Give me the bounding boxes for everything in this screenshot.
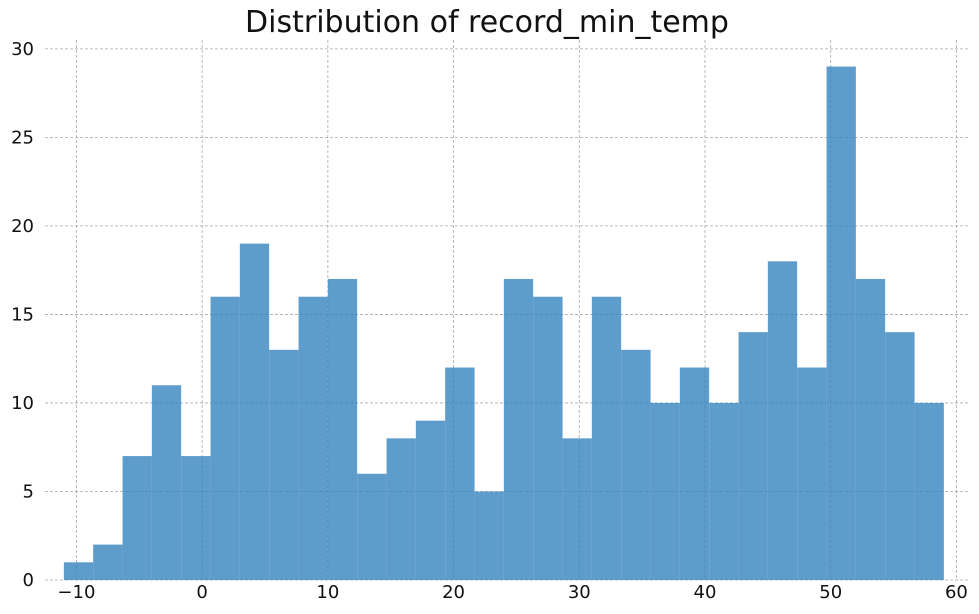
histogram-bar xyxy=(709,402,739,580)
histogram-bar xyxy=(797,367,827,580)
y-tick-label: 25 xyxy=(11,127,34,148)
histogram-bar xyxy=(767,261,798,580)
chart-title: Distribution of record_min_temp xyxy=(245,5,729,40)
histogram-bar xyxy=(327,279,358,580)
histogram-bar xyxy=(679,367,710,580)
histogram-bar xyxy=(826,66,856,581)
histogram-bar xyxy=(386,438,416,580)
x-tick-label: 60 xyxy=(945,582,968,603)
histogram-bar xyxy=(63,562,94,580)
y-tick-label: 0 xyxy=(23,570,34,591)
histogram-bar xyxy=(93,544,123,580)
histogram-bar xyxy=(855,279,886,580)
x-tick-label: −10 xyxy=(57,582,95,603)
y-tick-label: 30 xyxy=(11,39,34,60)
histogram-bar xyxy=(562,438,592,580)
histogram-bar xyxy=(122,456,152,580)
y-tick-label: 10 xyxy=(11,393,34,414)
histogram-bar xyxy=(650,402,680,580)
y-tick-layer: 0 5 10 15 20 25 30 xyxy=(11,39,34,591)
histogram-bar xyxy=(474,491,504,580)
histogram-bar xyxy=(415,420,446,580)
x-tick-layer: −10 0 10 20 30 40 50 60 xyxy=(57,582,967,603)
histogram-bar xyxy=(151,385,182,580)
histogram-bar xyxy=(914,402,944,580)
histogram-bar xyxy=(885,332,915,580)
x-tick-label: 40 xyxy=(694,582,717,603)
histogram-bar xyxy=(738,332,768,580)
x-tick-label: 10 xyxy=(316,582,339,603)
histogram-bar xyxy=(533,296,563,580)
histogram-bar xyxy=(503,279,534,580)
x-tick-label: 50 xyxy=(819,582,842,603)
histogram-bar xyxy=(210,296,240,580)
y-tick-label: 5 xyxy=(23,481,34,502)
histogram-bar xyxy=(181,456,211,580)
histogram-bar xyxy=(445,367,475,580)
histogram-bar xyxy=(357,473,387,580)
x-tick-label: 20 xyxy=(442,582,465,603)
histogram-bar xyxy=(239,243,270,580)
y-tick-label: 15 xyxy=(11,304,34,325)
histogram-bar xyxy=(298,296,328,580)
x-tick-label: 0 xyxy=(196,582,207,603)
bar-layer xyxy=(63,66,944,581)
y-tick-label: 20 xyxy=(11,216,34,237)
x-tick-label: 30 xyxy=(568,582,591,603)
histogram-bar xyxy=(591,296,622,580)
histogram-bar xyxy=(621,349,651,580)
histogram-bar xyxy=(269,349,299,580)
